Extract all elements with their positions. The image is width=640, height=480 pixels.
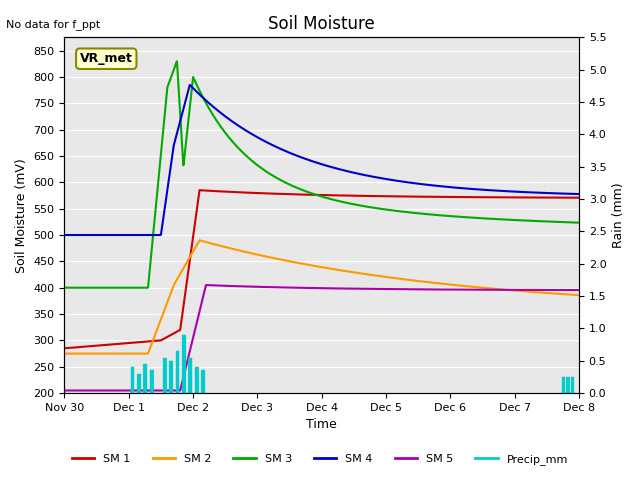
SM 3	[61, 285, 68, 290]
SM 3	[561, 219, 568, 225]
SM 3	[173, 59, 180, 64]
SM 5	[298, 285, 305, 291]
SM 5	[202, 282, 210, 288]
SM 2	[61, 351, 68, 357]
SM 1	[311, 192, 319, 198]
SM 5	[311, 285, 319, 291]
SM 1	[575, 195, 583, 201]
SM 5	[575, 287, 583, 293]
SM 1	[298, 192, 305, 197]
SM 4	[311, 159, 319, 165]
SM 5	[561, 287, 568, 293]
SM 5	[87, 388, 95, 394]
SM 5	[560, 287, 568, 293]
SM 1	[196, 187, 204, 193]
SM 2	[87, 351, 95, 357]
SM 2	[561, 291, 568, 297]
SM 1	[561, 195, 568, 201]
X-axis label: Time: Time	[307, 419, 337, 432]
SM 3	[466, 215, 474, 220]
SM 5	[61, 388, 68, 394]
Line: SM 5: SM 5	[65, 285, 579, 391]
SM 3	[87, 285, 95, 290]
Text: No data for f_ppt: No data for f_ppt	[6, 19, 100, 30]
SM 5	[466, 287, 474, 292]
SM 2	[196, 238, 204, 243]
Title: Soil Moisture: Soil Moisture	[268, 15, 375, 33]
SM 3	[298, 187, 305, 192]
SM 2	[575, 292, 583, 298]
SM 4	[575, 191, 583, 197]
Text: VR_met: VR_met	[80, 52, 132, 65]
Line: SM 2: SM 2	[65, 240, 579, 354]
SM 3	[311, 192, 319, 197]
Line: SM 1: SM 1	[65, 190, 579, 348]
SM 4	[186, 82, 194, 88]
SM 4	[466, 186, 474, 192]
SM 2	[298, 261, 305, 266]
SM 4	[298, 155, 305, 160]
SM 4	[561, 191, 568, 196]
Legend: SM 1, SM 2, SM 3, SM 4, SM 5, Precip_mm: SM 1, SM 2, SM 3, SM 4, SM 5, Precip_mm	[68, 450, 572, 469]
Line: SM 3: SM 3	[65, 61, 579, 288]
Line: SM 4: SM 4	[65, 85, 579, 235]
SM 1	[61, 346, 68, 351]
SM 4	[87, 232, 95, 238]
SM 1	[87, 343, 95, 349]
SM 3	[560, 219, 568, 225]
SM 2	[311, 263, 319, 269]
SM 2	[466, 284, 474, 289]
Y-axis label: Rain (mm): Rain (mm)	[612, 182, 625, 248]
SM 4	[61, 232, 68, 238]
SM 1	[560, 195, 568, 201]
SM 1	[466, 194, 474, 200]
Y-axis label: Soil Moisture (mV): Soil Moisture (mV)	[15, 158, 28, 273]
SM 4	[560, 191, 568, 196]
SM 2	[560, 291, 568, 297]
SM 3	[575, 220, 583, 226]
